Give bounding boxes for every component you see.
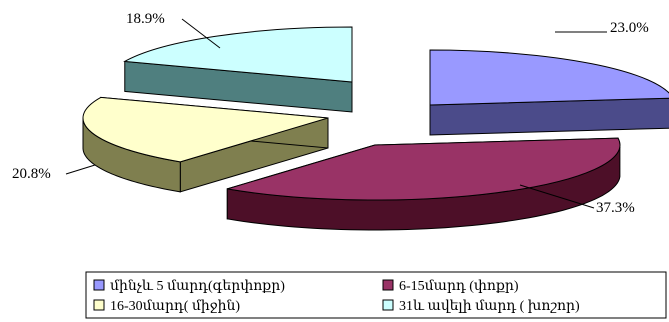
pie-slice-0: [429, 49, 669, 136]
legend-item-2: 16-30մարդ( միջին): [93, 299, 240, 314]
legend-box: [85, 271, 667, 319]
label-leader-lines: [65, 18, 607, 209]
legend-swatch-0: [93, 279, 105, 291]
pie-slices: [82, 26, 669, 231]
data-label-0: 23.0%: [610, 20, 649, 36]
legend-label-2: 16-30մարդ( միջին): [110, 299, 240, 314]
pie-slice-top-0: [429, 49, 669, 106]
legend-swatch-3: [382, 299, 394, 311]
legend-label-3: 31և ավելի մարդ ( խոշոր): [399, 299, 580, 314]
legend-label-0: մինչև 5 մարդ(գերփոքր): [110, 279, 285, 294]
legend-label-1: 6-15մարդ (փոքր): [399, 279, 519, 294]
data-labels: 23.0% 37.3% 20.8% 18.9%: [12, 11, 649, 216]
pie-slice-top-3: [123, 26, 353, 83]
pie-slice-2: [82, 96, 329, 193]
pie-slice-top-1: [227, 137, 621, 201]
legend-swatch-1: [382, 279, 394, 291]
legend-item-0: մինչև 5 մարդ(գերփոքր): [93, 279, 285, 294]
leader-line-3: [181, 18, 221, 49]
leader-line-1: [519, 184, 595, 209]
legend: մինչև 5 մարդ(գերփոքր) 6-15մարդ (փոքր) 16-3…: [85, 271, 667, 319]
data-label-1: 37.3%: [596, 200, 635, 216]
legend-item-1: 6-15մարդ (փոքր): [382, 279, 519, 294]
data-label-2: 20.8%: [12, 166, 51, 182]
pie-slice-1: [226, 137, 621, 231]
leader-line-2: [65, 164, 96, 175]
data-label-3: 18.9%: [126, 11, 165, 27]
legend-swatch-2: [93, 299, 105, 311]
legend-item-3: 31և ավելի մարդ ( խոշոր): [382, 299, 580, 314]
pie-slice-3: [123, 26, 353, 113]
pie-slice-top-2: [82, 96, 329, 163]
